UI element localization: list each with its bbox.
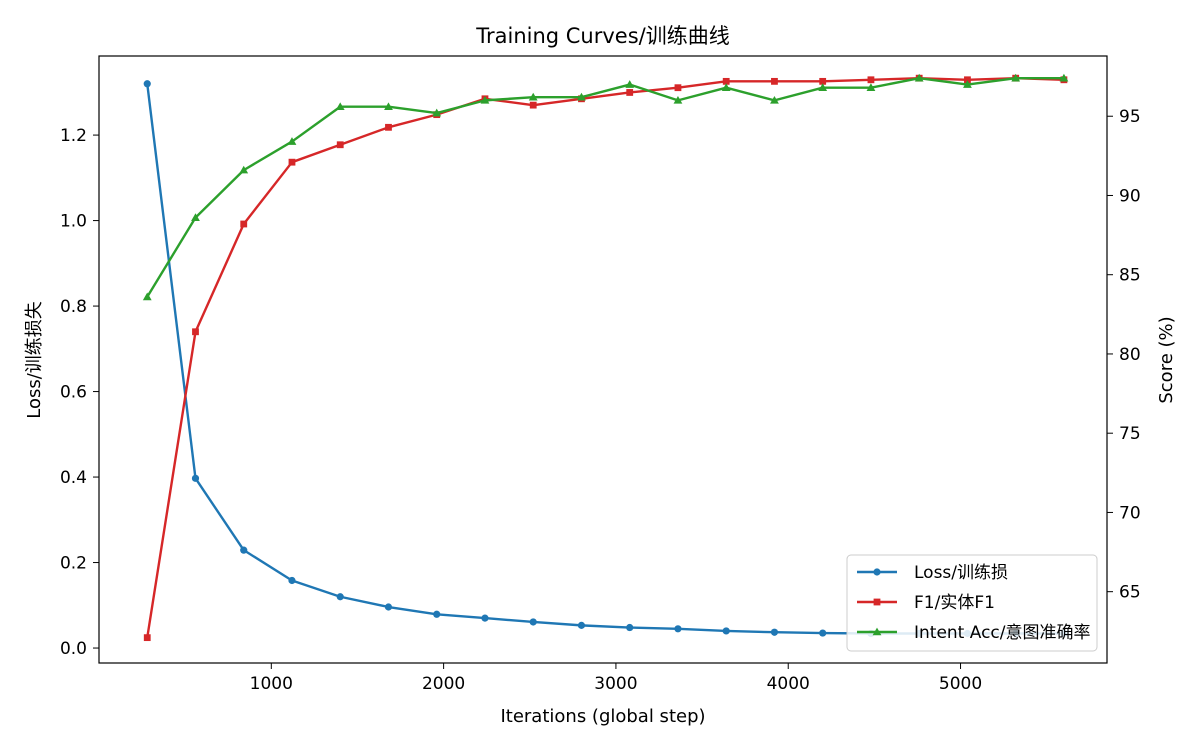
data-point-1 (240, 220, 248, 228)
data-point-0 (529, 618, 537, 626)
data-point-2 (287, 137, 297, 145)
y-left-tick-label: 0.6 (60, 383, 87, 403)
y-left-tick-label: 1.2 (60, 126, 87, 146)
series-line-1 (146, 76, 1064, 638)
legend-entry: F1/实体F1 (857, 593, 995, 613)
y-left-tick-label: 0.4 (60, 468, 87, 488)
data-point-2 (1059, 73, 1069, 82)
data-point-1 (288, 158, 296, 166)
data-point-1 (722, 77, 730, 85)
legend-label: F1/实体F1 (914, 593, 995, 613)
data-point-2 (721, 83, 731, 91)
data-point-2 (528, 92, 538, 101)
data-point-0 (722, 627, 730, 635)
data-point-1 (819, 77, 827, 85)
data-point-2 (480, 95, 490, 104)
y-right-tick-label: 65 (1119, 583, 1141, 603)
data-point-1 (385, 123, 392, 131)
data-point-2 (384, 102, 393, 111)
data-point-2 (673, 95, 683, 104)
y-left-axis-ticks: 0.0 0.2 0.4 0.6 0.8 1.0 1.2 (60, 126, 99, 659)
data-point-1 (143, 634, 151, 642)
data-point-2 (191, 213, 200, 221)
x-tick-label: 5000 (939, 674, 982, 694)
data-point-0 (819, 629, 827, 637)
y-right-tick-label: 90 (1119, 186, 1141, 206)
data-point-2 (239, 165, 249, 174)
data-point-1 (771, 77, 778, 85)
data-point-1 (626, 89, 634, 96)
data-point-2 (963, 80, 972, 88)
data-point-0 (288, 576, 296, 585)
y-right-tick-label: 75 (1119, 424, 1141, 444)
legend-marker (872, 627, 882, 636)
data-point-0 (433, 610, 441, 618)
chart-title: Training Curves/训练曲线 (475, 24, 730, 48)
x-axis-ticks: 1000 2000 3000 4000 5000 (250, 663, 982, 694)
legend-label: Intent Acc/意图准确率 (914, 623, 1091, 643)
x-tick-label: 2000 (422, 674, 465, 694)
y-left-tick-label: 0.0 (60, 639, 87, 659)
y-right-axis-ticks: 65 70 75 80 85 90 95 (1107, 107, 1141, 603)
data-point-1 (674, 84, 682, 92)
data-point-2 (432, 108, 442, 117)
y-left-tick-label: 0.2 (60, 554, 87, 574)
data-point-2 (335, 102, 345, 111)
series-2 (142, 73, 1069, 301)
data-point-0 (240, 546, 248, 554)
legend: Loss/训练损 F1/实体F1 Intent Acc/意图准确率 (846, 554, 1098, 652)
x-tick-label: 1000 (250, 674, 293, 694)
data-point-1 (336, 141, 344, 149)
data-point-2 (577, 92, 586, 101)
series-0 (143, 80, 1068, 638)
data-point-2 (625, 80, 635, 88)
y-left-axis-title: Loss/训练损失 (24, 301, 45, 419)
data-point-0 (577, 621, 586, 629)
data-point-2 (142, 292, 152, 301)
data-point-0 (626, 623, 634, 632)
y-right-tick-label: 85 (1119, 266, 1141, 286)
y-right-tick-label: 70 (1119, 503, 1141, 523)
data-point-0 (336, 593, 344, 601)
data-point-2 (914, 73, 924, 82)
data-point-0 (191, 474, 200, 482)
legend-box (846, 554, 1098, 652)
legend-marker (873, 598, 881, 606)
data-point-0 (481, 614, 489, 622)
y-right-tick-label: 95 (1119, 107, 1141, 127)
x-tick-label: 3000 (594, 674, 637, 694)
data-point-2 (818, 83, 828, 91)
x-tick-label: 4000 (767, 674, 810, 694)
data-point-1 (192, 328, 199, 336)
legend-label: Loss/训练损 (914, 563, 1008, 583)
legend-marker (873, 568, 881, 576)
data-point-1 (529, 101, 537, 109)
data-point-0 (384, 603, 393, 611)
data-point-2 (866, 83, 876, 91)
series-line-2 (146, 76, 1064, 298)
y-left-tick-label: 1.0 (60, 212, 87, 232)
data-point-2 (1011, 73, 1021, 82)
plot-frame (98, 55, 1108, 664)
legend-entry: Loss/训练损 (857, 563, 1008, 583)
y-right-tick-label: 80 (1119, 345, 1141, 365)
legend-entry: Intent Acc/意图准确率 (857, 623, 1091, 643)
data-point-1 (964, 76, 971, 84)
data-point-0 (674, 625, 682, 633)
data-point-2 (770, 95, 779, 104)
series-line-0 (146, 83, 1064, 635)
data-point-0 (770, 628, 779, 636)
y-right-axis-title: Score (%) (1156, 316, 1177, 403)
x-axis-title: Iterations (global step) (500, 706, 705, 727)
y-left-tick-label: 0.8 (60, 297, 87, 317)
data-point-0 (143, 80, 151, 88)
data-point-1 (867, 76, 875, 84)
